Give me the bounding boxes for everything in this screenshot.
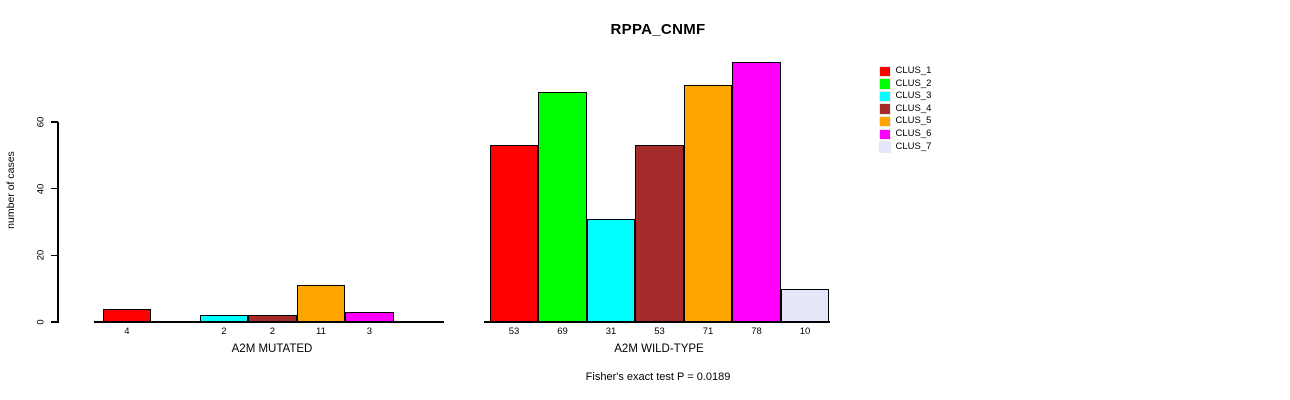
legend-label: CLUS_4 <box>895 102 932 114</box>
y-tick-label: 20 <box>35 250 47 261</box>
bar-value-label: 2 <box>221 326 227 337</box>
bar-value-label: 11 <box>316 326 326 337</box>
legend-swatch-icon <box>880 142 890 152</box>
bar-clus_3 <box>199 315 249 322</box>
y-tick <box>51 254 58 257</box>
y-tick-label: 60 <box>35 116 47 128</box>
legend-label: CLUS_2 <box>895 77 932 89</box>
legend-label: CLUS_3 <box>895 90 932 102</box>
bar-clus_4 <box>635 145 684 322</box>
legend-swatch-icon <box>880 91 890 102</box>
x-axis-label-wildtype: A2M WILD-TYPE <box>614 343 704 355</box>
bar-clus_1 <box>489 145 539 322</box>
bar-value-label: 3 <box>366 326 373 337</box>
y-tick-label: 0 <box>35 319 47 325</box>
bar-value-label: 2 <box>269 326 276 337</box>
legend-item: CLUS_5 <box>880 115 931 128</box>
legend: CLUS_1 CLUS_2 CLUS_3 CLUS_4 CLUS_5 CLUS_6 CLUS… <box>880 65 931 153</box>
legend-item: CLUS_4 <box>880 103 931 116</box>
legend-item: CLUS_3 <box>880 90 931 103</box>
y-tick <box>51 321 58 323</box>
bar-clus_7 <box>780 288 830 322</box>
bar-clus_6 <box>732 62 781 322</box>
bar-clus_2 <box>538 92 587 322</box>
legend-item: CLUS_2 <box>880 78 931 91</box>
legend-item: CLUS_7 <box>880 141 931 154</box>
x-axis-label-mutated: A2M MUTATED <box>231 343 313 355</box>
legend-label: CLUS_1 <box>895 65 932 76</box>
bar-value-label: 71 <box>702 326 714 337</box>
legend-label: CLUS_6 <box>895 127 932 139</box>
bar-value-label: 4 <box>124 326 130 337</box>
fisher-test-caption: Fisher's exact test P = 0.0189 <box>585 371 731 383</box>
legend-swatch-icon <box>880 79 890 89</box>
legend-swatch-icon <box>880 104 890 114</box>
legend-swatch-icon <box>880 129 890 140</box>
y-axis-label: number of cases <box>5 151 17 229</box>
bar-clus_5 <box>296 285 346 322</box>
chart-title: RPPA_CNMF <box>610 21 706 38</box>
y-axis-line <box>57 122 59 323</box>
legend-label: CLUS_5 <box>895 115 932 127</box>
bar-value-label: 31 <box>605 326 617 337</box>
bar-value-label: 53 <box>508 326 520 337</box>
y-tick <box>51 187 58 190</box>
legend-item: CLUS_6 <box>880 128 931 141</box>
x-axis-baseline <box>94 321 444 323</box>
legend-swatch-icon <box>880 116 890 127</box>
y-tick-label: 40 <box>35 183 47 194</box>
legend-label: CLUS_7 <box>895 140 932 152</box>
y-tick <box>51 121 58 123</box>
bar-clus_1 <box>102 308 152 322</box>
bar-clus_6 <box>345 312 394 322</box>
x-axis-baseline <box>483 321 830 323</box>
bar-value-label: 69 <box>557 326 568 337</box>
bar-value-label: 53 <box>654 326 665 337</box>
bar-value-label: 10 <box>799 326 811 337</box>
legend-swatch-icon <box>880 66 890 77</box>
bar-clus_5 <box>683 85 733 322</box>
bar-clus_4 <box>248 315 297 322</box>
bar-clus_3 <box>586 218 636 322</box>
legend-item: CLUS_1 <box>880 65 931 78</box>
bar-value-label: 78 <box>751 326 762 337</box>
